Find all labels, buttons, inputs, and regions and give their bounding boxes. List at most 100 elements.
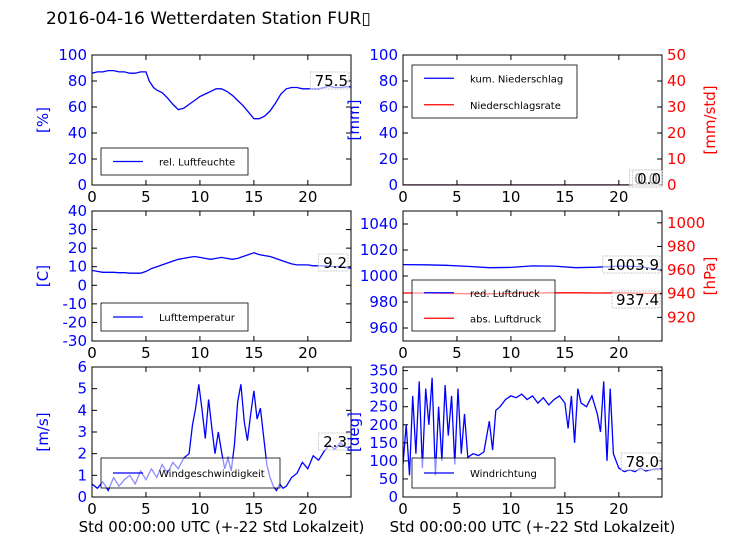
x-tick-label: 0 bbox=[398, 188, 408, 206]
y-tick-label: 100 bbox=[369, 452, 398, 470]
x-tick-label: 0 bbox=[398, 344, 408, 362]
readout-value: 78.0 bbox=[626, 453, 659, 471]
plot-frame bbox=[91, 54, 352, 186]
y-tick-label: 3 bbox=[77, 423, 87, 441]
legend-entry: Niederschlagsrate bbox=[470, 101, 561, 112]
legend-entry: Windgeschwindigkeit bbox=[159, 469, 265, 480]
x-tick-label: 15 bbox=[555, 500, 574, 518]
y-tick-label: 40 bbox=[68, 124, 87, 142]
panel-temperature: 0 5 10 15 20-30-20-10010203040[C]Lufttempera… bbox=[34, 202, 352, 362]
readout-value: 937.4 bbox=[616, 291, 659, 309]
y-tick-label: 100 bbox=[369, 46, 398, 64]
readout-value: 75.5 bbox=[315, 72, 348, 90]
x-tick-label: 10 bbox=[190, 344, 209, 362]
y-tick-label: 0 bbox=[388, 488, 398, 506]
y-tick-label: 20 bbox=[68, 150, 87, 168]
y-tick-label: 0 bbox=[77, 488, 87, 506]
legend-box bbox=[411, 457, 556, 489]
y-right-tick-label: 940 bbox=[667, 285, 696, 303]
y-tick-label: 2 bbox=[77, 445, 87, 463]
panel-precipitation: 0 5 10 15 20 0 20 40 60 80 100 0 10 20 30 40 50 [mm] [mm/s… bbox=[345, 46, 719, 206]
x-tick-label: 20 bbox=[609, 500, 628, 518]
x-tick-label: 15 bbox=[555, 344, 574, 362]
panel-pressure: 0 5 10 15 20 960 980 1000 1020 1040 920 940 960 980 10… bbox=[360, 210, 719, 362]
panel-humidity: 0 5 10 15 20 0 20 40 60 80 100 [%] rel. Luftfeuchte 7… bbox=[34, 46, 352, 206]
plot-frame bbox=[91, 210, 352, 342]
readout-box bbox=[309, 71, 350, 90]
readout-box bbox=[318, 253, 349, 272]
x-tick-label: 10 bbox=[190, 500, 209, 518]
x-tick-label: 5 bbox=[141, 188, 151, 206]
y-tick-label: 50 bbox=[379, 470, 398, 488]
x-tick-label: 10 bbox=[190, 188, 209, 206]
readout-box bbox=[602, 255, 661, 274]
x-tick-label: 20 bbox=[298, 500, 317, 518]
y-tick-label: 100 bbox=[58, 46, 87, 64]
x-tick-label: 15 bbox=[244, 188, 263, 206]
x-tick-label: 0 bbox=[87, 344, 97, 362]
y-right-tick-label: 10 bbox=[667, 150, 686, 168]
x-axis-label: Std 00:00:00 UTC (+-22 Std Lokalzeit) bbox=[79, 518, 365, 536]
y-tick-label: 150 bbox=[369, 434, 398, 452]
x-tick-label: 5 bbox=[452, 500, 462, 518]
y-tick-label: 4 bbox=[77, 401, 87, 419]
legend-entry: kum. Niederschlag bbox=[470, 74, 563, 85]
y-right-tick-label: 40 bbox=[667, 72, 686, 90]
y-axis-label: [m/s] bbox=[34, 412, 52, 451]
y-tick-label: 10 bbox=[68, 258, 87, 276]
legend-entry: abs. Luftdruck bbox=[470, 314, 541, 325]
readout-box bbox=[611, 290, 661, 309]
y-axis-label-right: [mm/std] bbox=[701, 85, 719, 154]
y-tick-label: 80 bbox=[379, 72, 398, 90]
y-axis-label-right: [hPa] bbox=[701, 257, 719, 296]
x-tick-label: 0 bbox=[87, 188, 97, 206]
y-tick-label: 250 bbox=[369, 398, 398, 416]
y-tick-label: -20 bbox=[63, 313, 88, 331]
x-tick-label: 5 bbox=[452, 188, 462, 206]
y-right-tick-label: 0 bbox=[667, 176, 677, 194]
x-tick-label: 20 bbox=[298, 344, 317, 362]
y-right-tick-label: 30 bbox=[667, 98, 686, 116]
legend-entry: Windrichtung bbox=[470, 469, 537, 480]
x-tick-label: 5 bbox=[452, 344, 462, 362]
x-tick-label: 15 bbox=[244, 500, 263, 518]
y-right-tick-label: 920 bbox=[667, 308, 696, 326]
plot-frame bbox=[402, 54, 663, 186]
y-tick-label: -30 bbox=[63, 332, 88, 350]
y-tick-label: 5 bbox=[77, 380, 87, 398]
y-right-tick-label: 20 bbox=[667, 124, 686, 142]
legend-entry: rel. Luftfeuchte bbox=[159, 158, 235, 169]
y-tick-label: 60 bbox=[68, 98, 87, 116]
series-line-temperature-0 bbox=[92, 252, 351, 274]
y-tick-label: 1 bbox=[77, 466, 87, 484]
y-right-tick-label: 50 bbox=[667, 46, 686, 64]
x-tick-label: 0 bbox=[87, 500, 97, 518]
readout-value: 2.3 bbox=[323, 433, 347, 451]
y-tick-label: 960 bbox=[369, 319, 398, 337]
legend-box bbox=[411, 64, 578, 119]
readout-box bbox=[620, 452, 661, 471]
x-tick-label: 20 bbox=[609, 344, 628, 362]
legend-entry: Lufttemperatur bbox=[159, 313, 236, 324]
y-right-tick-label: 980 bbox=[667, 237, 696, 255]
readout-box bbox=[632, 169, 663, 188]
y-tick-label: 350 bbox=[369, 362, 398, 380]
readout-value: 1003.9 bbox=[607, 256, 660, 274]
readout-value: 9.2 bbox=[323, 254, 347, 272]
x-tick-label: 10 bbox=[501, 344, 520, 362]
y-tick-label: 0 bbox=[77, 176, 87, 194]
x-tick-label: 10 bbox=[501, 188, 520, 206]
y-axis-label: [C] bbox=[34, 265, 52, 287]
y-tick-label: 1020 bbox=[360, 241, 398, 259]
x-tick-label: 0 bbox=[398, 500, 408, 518]
legend-entry: red. Luftdruck bbox=[470, 289, 540, 300]
y-tick-label: 1040 bbox=[360, 215, 398, 233]
y-tick-label: 6 bbox=[77, 358, 87, 376]
x-tick-label: 15 bbox=[244, 344, 263, 362]
plot-frame bbox=[402, 366, 663, 498]
x-tick-label: 5 bbox=[141, 500, 151, 518]
x-tick-label: 5 bbox=[141, 344, 151, 362]
